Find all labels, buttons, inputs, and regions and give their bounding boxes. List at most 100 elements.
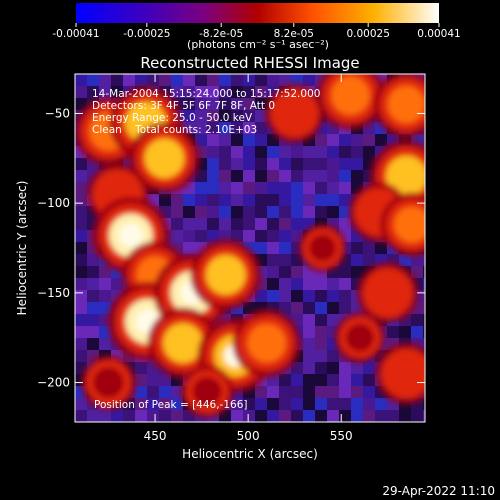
background-pixel — [267, 146, 279, 158]
background-pixel — [255, 170, 267, 182]
background-pixel — [351, 410, 363, 422]
background-pixel — [219, 230, 231, 242]
background-pixel — [315, 194, 327, 206]
background-pixel — [207, 182, 219, 194]
background-pixel — [279, 386, 291, 398]
background-pixel — [327, 158, 339, 170]
background-pixel — [219, 170, 231, 182]
background-pixel — [303, 386, 315, 398]
background-pixel — [159, 398, 171, 410]
background-pixel — [75, 410, 87, 422]
background-pixel — [267, 386, 279, 398]
background-pixel — [327, 362, 339, 374]
background-pixel — [207, 122, 219, 134]
background-pixel — [279, 398, 291, 410]
background-pixel — [291, 170, 303, 182]
background-pixel — [339, 386, 351, 398]
background-pixel — [255, 86, 267, 98]
background-pixel — [195, 182, 207, 194]
background-pixel — [267, 230, 279, 242]
background-pixel — [339, 218, 351, 230]
background-pixel — [339, 206, 351, 218]
background-pixel — [171, 86, 183, 98]
background-pixel — [279, 242, 291, 254]
background-pixel — [99, 86, 111, 98]
background-pixel — [423, 410, 425, 422]
annotation-detectors: Detectors: 3F 4F 5F 6F 7F 8F, Att 0 — [92, 100, 275, 112]
background-pixel — [171, 206, 183, 218]
background-pixel — [423, 326, 425, 338]
background-pixel — [411, 314, 423, 326]
background-pixel — [255, 230, 267, 242]
emission-core — [389, 356, 424, 391]
background-pixel — [75, 314, 87, 326]
background-pixel — [351, 398, 363, 410]
background-pixel — [303, 398, 315, 410]
colorbar-tick-label: -8.2e-05 — [199, 28, 243, 40]
background-pixel — [279, 410, 291, 422]
background-pixel — [291, 374, 303, 386]
background-pixel — [267, 194, 279, 206]
background-pixel — [99, 266, 111, 278]
background-pixel — [363, 398, 375, 410]
background-pixel — [99, 326, 111, 338]
background-pixel — [339, 374, 351, 386]
background-pixel — [291, 398, 303, 410]
background-pixel — [423, 338, 425, 350]
background-pixel — [243, 410, 255, 422]
background-pixel — [183, 86, 195, 98]
background-pixel — [327, 290, 339, 302]
background-pixel — [243, 302, 255, 314]
background-pixel — [303, 362, 315, 374]
background-pixel — [291, 74, 303, 86]
background-pixel — [303, 146, 315, 158]
background-pixel — [87, 266, 99, 278]
background-pixel — [87, 302, 99, 314]
background-pixel — [147, 74, 159, 86]
background-pixel — [351, 146, 363, 158]
background-pixel — [339, 134, 351, 146]
background-pixel — [87, 86, 99, 98]
background-pixel — [279, 146, 291, 158]
background-pixel — [255, 206, 267, 218]
background-pixel — [135, 398, 147, 410]
background-pixel — [159, 374, 171, 386]
background-pixel — [75, 242, 87, 254]
background-pixel — [327, 278, 339, 290]
background-pixel — [195, 134, 207, 146]
background-pixel — [75, 182, 87, 194]
background-pixel — [111, 410, 123, 422]
background-pixel — [255, 98, 267, 110]
background-pixel — [363, 134, 375, 146]
background-pixel — [75, 326, 87, 338]
background-pixel — [195, 74, 207, 86]
background-pixel — [315, 362, 327, 374]
background-pixel — [267, 242, 279, 254]
background-pixel — [75, 98, 87, 110]
background-pixel — [339, 266, 351, 278]
x-tick-label: 550 — [330, 429, 353, 443]
background-pixel — [87, 290, 99, 302]
background-pixel — [315, 206, 327, 218]
background-pixel — [327, 170, 339, 182]
background-pixel — [75, 278, 87, 290]
background-pixel — [135, 362, 147, 374]
axis-ticks — [75, 74, 425, 422]
colorbar-tick-label: 0.00025 — [346, 28, 389, 40]
background-pixel — [267, 410, 279, 422]
background-pixel — [231, 410, 243, 422]
background-pixel — [183, 74, 195, 86]
background-pixel — [291, 182, 303, 194]
background-pixel — [327, 374, 339, 386]
background-pixel — [75, 194, 87, 206]
background-pixel — [171, 74, 183, 86]
background-pixel — [243, 206, 255, 218]
emission-core — [163, 323, 203, 363]
background-pixel — [111, 74, 123, 86]
background-pixel — [99, 302, 111, 314]
background-pixel — [411, 410, 423, 422]
background-pixel — [195, 230, 207, 242]
background-pixel — [75, 74, 87, 86]
background-pixel — [171, 218, 183, 230]
